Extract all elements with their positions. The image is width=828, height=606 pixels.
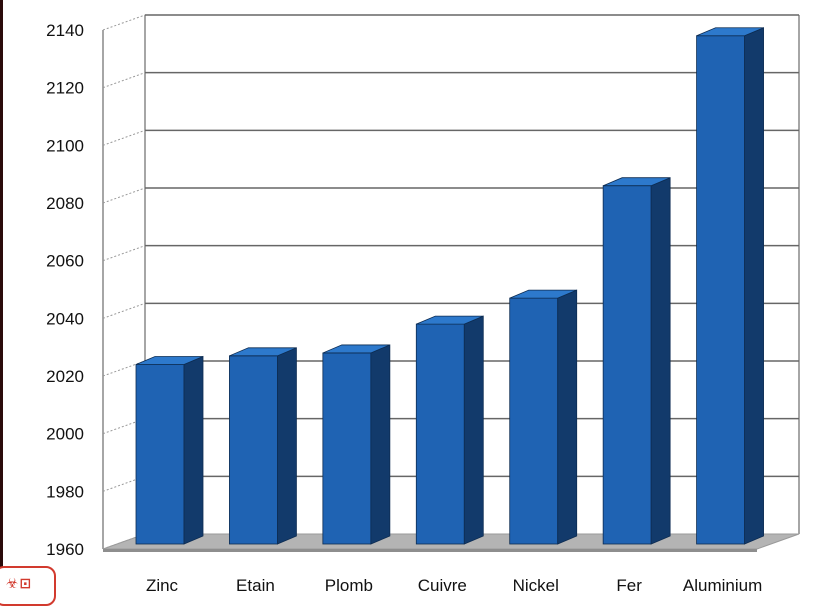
y-tick-label: 2000 bbox=[46, 425, 84, 444]
floor-edge bbox=[103, 549, 757, 552]
y-tick-label: 2020 bbox=[46, 367, 84, 386]
bar-top bbox=[229, 347, 297, 357]
bar-front bbox=[696, 35, 745, 545]
bar-side bbox=[557, 289, 578, 545]
bar-front bbox=[602, 185, 652, 545]
y-tick-label: 1980 bbox=[46, 482, 84, 501]
bar-side bbox=[744, 27, 764, 545]
logo-stamp-icon: ☣⊡ bbox=[6, 576, 33, 592]
bar-front bbox=[229, 355, 278, 545]
bar-side bbox=[650, 177, 671, 545]
gridline-side bbox=[102, 72, 146, 89]
x-category-label: Etain bbox=[236, 576, 275, 595]
bar bbox=[229, 347, 297, 545]
bar bbox=[415, 315, 484, 545]
gridline-side bbox=[102, 129, 146, 146]
y-tick-label: 2100 bbox=[46, 136, 84, 155]
y-tick-label: 2080 bbox=[46, 194, 84, 213]
bar-top bbox=[135, 356, 204, 365]
x-category-label: Aluminium bbox=[683, 576, 762, 595]
gridline-side bbox=[102, 302, 146, 319]
bar-top bbox=[696, 27, 764, 37]
bar-front bbox=[322, 352, 372, 545]
bar bbox=[696, 27, 764, 545]
gridline-side bbox=[102, 187, 146, 204]
x-category-label: Zinc bbox=[146, 576, 179, 595]
gridline-side bbox=[102, 14, 146, 31]
y-tick-label: 2040 bbox=[46, 309, 84, 328]
chart-bars bbox=[135, 27, 764, 545]
bar-side bbox=[183, 355, 204, 545]
bar bbox=[509, 289, 578, 545]
bar-front bbox=[135, 364, 185, 545]
bar bbox=[135, 355, 204, 545]
bar-top bbox=[602, 177, 671, 187]
x-category-label: Nickel bbox=[513, 576, 559, 595]
bar bbox=[322, 344, 391, 545]
y-tick-label: 1960 bbox=[46, 540, 84, 559]
bar-top bbox=[322, 344, 391, 354]
x-axis-category-labels: Zinc Etain Plomb Cuivre Nickel Fer Aluminium bbox=[146, 576, 762, 595]
bar-side bbox=[463, 315, 484, 545]
bar-top bbox=[509, 289, 577, 299]
bar-top bbox=[416, 315, 484, 325]
bar-side bbox=[277, 347, 297, 545]
y-tick-label: 2120 bbox=[46, 79, 84, 98]
corner-badge: ☣⊡ bbox=[0, 566, 56, 606]
y-axis-tick-labels: 1960 1980 2000 2020 2040 2060 2080 2100 2120 2140 bbox=[46, 21, 84, 559]
y-tick-label: 2140 bbox=[46, 21, 84, 40]
x-category-label: Cuivre bbox=[418, 576, 467, 595]
bar-front bbox=[509, 297, 559, 545]
bar bbox=[602, 177, 671, 545]
window-edge bbox=[0, 0, 3, 575]
x-category-label: Fer bbox=[616, 576, 642, 595]
x-category-label: Plomb bbox=[325, 576, 373, 595]
bar-side bbox=[370, 344, 391, 545]
bar-front bbox=[415, 323, 465, 545]
y-tick-label: 2060 bbox=[46, 252, 84, 271]
gridline-side bbox=[102, 245, 146, 262]
